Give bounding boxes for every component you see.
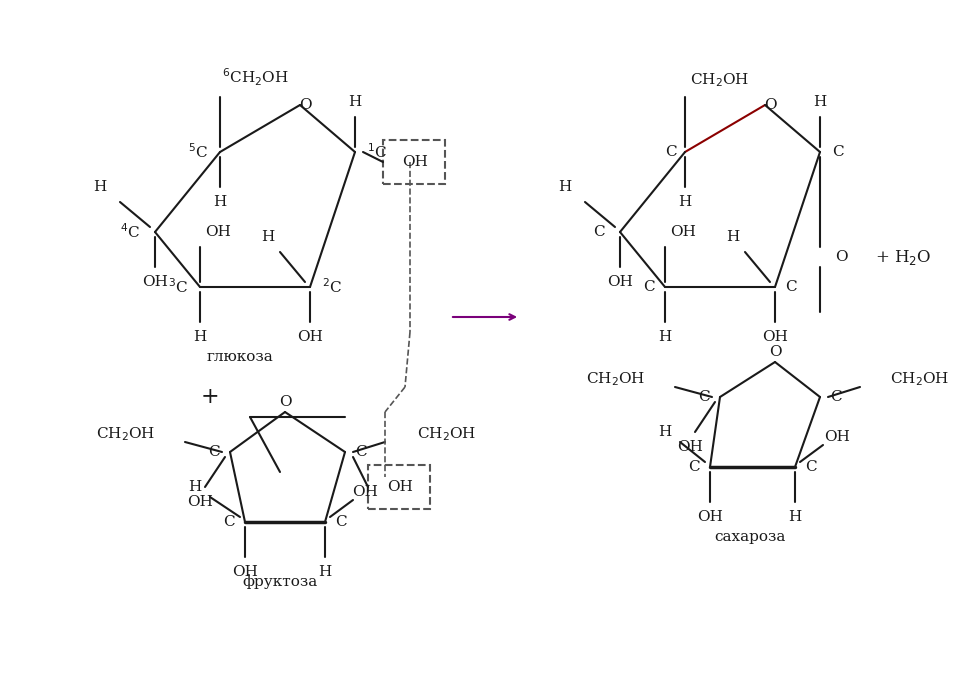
Text: H: H <box>261 230 275 244</box>
Text: OH: OH <box>205 225 231 239</box>
Text: $^6$CH$_2$OH: $^6$CH$_2$OH <box>222 67 288 88</box>
Text: O: O <box>835 250 847 264</box>
Text: H: H <box>814 95 826 109</box>
Text: H: H <box>658 330 672 344</box>
Text: H: H <box>558 180 572 194</box>
Text: H: H <box>213 195 227 209</box>
Text: O: O <box>768 345 781 359</box>
Text: OH: OH <box>677 440 703 454</box>
Text: C: C <box>224 515 235 529</box>
Text: CH$_2$OH: CH$_2$OH <box>890 370 950 388</box>
Text: C: C <box>688 460 700 474</box>
Text: CH$_2$OH: CH$_2$OH <box>586 370 645 388</box>
Text: OH: OH <box>187 495 213 509</box>
Text: OH: OH <box>142 275 168 289</box>
Text: C: C <box>335 515 347 529</box>
Text: C: C <box>805 460 817 474</box>
Text: OH: OH <box>763 330 788 344</box>
Text: C: C <box>830 390 842 404</box>
Text: CH$_2$OH: CH$_2$OH <box>690 71 750 89</box>
Text: C: C <box>208 445 220 459</box>
Text: H: H <box>194 330 206 344</box>
Text: $^1$C: $^1$C <box>367 143 388 161</box>
Text: C: C <box>665 145 677 159</box>
Text: C: C <box>643 280 655 294</box>
Text: OH: OH <box>697 510 723 524</box>
Text: H: H <box>348 95 362 109</box>
Text: $^5$C: $^5$C <box>188 143 208 161</box>
Text: C: C <box>355 445 366 459</box>
Text: C: C <box>698 390 710 404</box>
Text: H: H <box>789 510 802 524</box>
Text: OH: OH <box>352 485 378 499</box>
Text: фруктоза: фруктоза <box>242 574 317 589</box>
Text: OH: OH <box>388 480 413 494</box>
Text: C: C <box>785 280 796 294</box>
Text: H: H <box>188 480 201 494</box>
Text: $^3$C: $^3$C <box>168 278 188 296</box>
Text: H: H <box>679 195 691 209</box>
Text: C: C <box>594 225 605 239</box>
Text: OH: OH <box>297 330 323 344</box>
Text: сахароза: сахароза <box>714 530 786 544</box>
Text: $^2$C: $^2$C <box>322 278 342 296</box>
Text: + H$_2$O: + H$_2$O <box>875 247 931 267</box>
Text: $^4$C: $^4$C <box>120 223 140 241</box>
Text: OH: OH <box>824 430 850 444</box>
Text: O: O <box>299 98 311 112</box>
Text: CH$_2$OH: CH$_2$OH <box>417 425 476 443</box>
Text: OH: OH <box>402 155 428 169</box>
Text: OH: OH <box>232 565 258 579</box>
Text: H: H <box>658 425 672 439</box>
Text: O: O <box>763 98 776 112</box>
Text: глюкоза: глюкоза <box>206 350 274 364</box>
Text: CH$_2$OH: CH$_2$OH <box>95 425 155 443</box>
Text: H: H <box>318 565 332 579</box>
Text: +: + <box>201 386 220 408</box>
Text: H: H <box>727 230 739 244</box>
Text: OH: OH <box>670 225 696 239</box>
Text: O: O <box>279 395 291 409</box>
Text: OH: OH <box>607 275 633 289</box>
Text: C: C <box>832 145 844 159</box>
Text: H: H <box>94 180 107 194</box>
